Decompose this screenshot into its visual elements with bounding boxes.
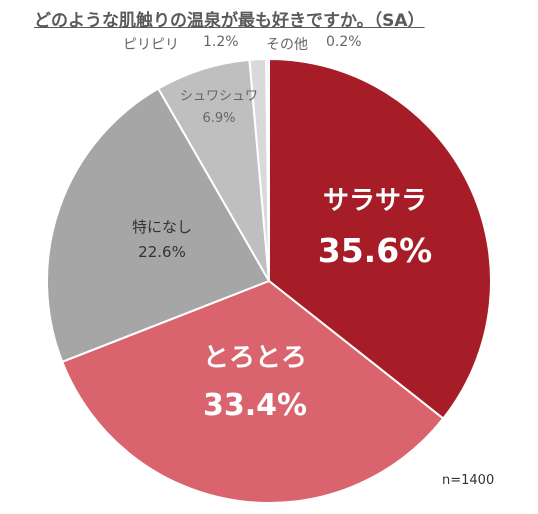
label-sarasara: サラサラ 35.6% — [305, 183, 445, 273]
slice-tokuninashi — [46, 87, 271, 364]
label-torotoro: とろとろ 33.4% — [185, 340, 325, 426]
label-tokuninashi-value: 22.6% — [138, 243, 186, 261]
label-shuwashuwa: シュワシュワ 6.9% — [169, 86, 269, 130]
slice-torotoro — [60, 279, 445, 504]
label-shuwashuwa-name: シュワシュワ — [179, 89, 258, 104]
label-tokuninashi-name: 特になし — [131, 218, 192, 236]
slice-sarasara — [268, 57, 492, 420]
label-piripiri-value: 1.2% — [203, 34, 239, 50]
label-piripiri-name: ピリピリ — [123, 37, 179, 53]
label-sarasara-value: 35.6% — [317, 231, 433, 270]
chart-title: どのような肌触りの温泉が最も好きですか。（SA） — [34, 11, 425, 31]
label-sonota-name: その他 — [266, 37, 308, 53]
label-sonota-value: 0.2% — [326, 34, 362, 50]
label-sarasara-name: サラサラ — [322, 186, 427, 216]
label-torotoro-value: 33.4% — [202, 388, 308, 423]
label-tokuninashi: 特になし 22.6% — [112, 215, 212, 265]
slice-sonota — [265, 57, 270, 282]
label-torotoro-name: とろとろ — [202, 343, 307, 373]
sample-size-note: n=1400 — [442, 473, 495, 488]
label-shuwashuwa-value: 6.9% — [202, 111, 236, 126]
